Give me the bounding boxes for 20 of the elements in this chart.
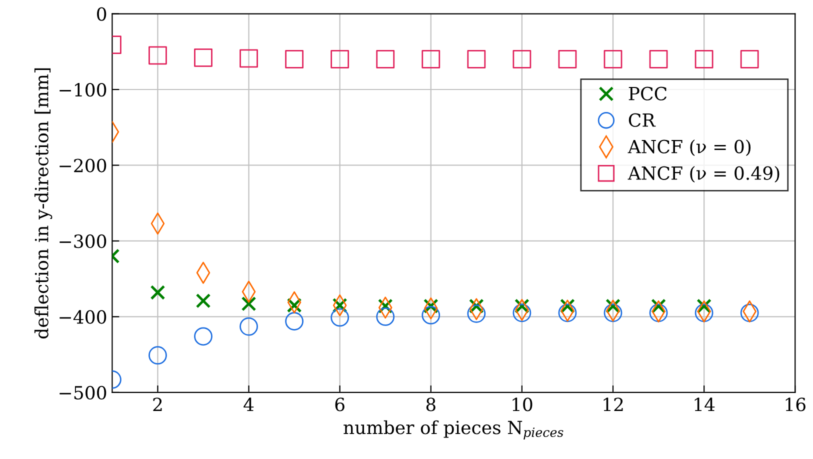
y-tick-label: −200 xyxy=(60,158,106,172)
x-tick-label: 10 xyxy=(512,398,532,412)
y-tick-label: −500 xyxy=(60,386,106,400)
x-tick-label: 8 xyxy=(426,398,436,412)
legend-label: PCC xyxy=(628,86,667,100)
x-tick-label: 16 xyxy=(786,398,806,412)
x-tick-label: 4 xyxy=(244,398,254,412)
x-tick-label: 2 xyxy=(153,398,162,412)
legend-label: ANCF (ν = 0) xyxy=(628,139,751,156)
x-tick-label: 14 xyxy=(694,398,715,412)
legend-label: CR xyxy=(628,113,656,127)
y-tick-label: 0 xyxy=(97,7,106,21)
y-axis-title: deflection in y-direction [mm] xyxy=(34,68,52,338)
x-axis-title: number of pieces N$_{pieces}$ xyxy=(344,420,564,440)
x-tick-label: 6 xyxy=(335,398,344,412)
x-tick-label: 12 xyxy=(604,398,623,412)
y-tick-label: −300 xyxy=(60,234,106,248)
y-tick-label: −100 xyxy=(60,82,106,97)
legend-label: ANCF (ν = 0.49) xyxy=(628,166,780,182)
y-tick-label: −400 xyxy=(60,310,106,324)
